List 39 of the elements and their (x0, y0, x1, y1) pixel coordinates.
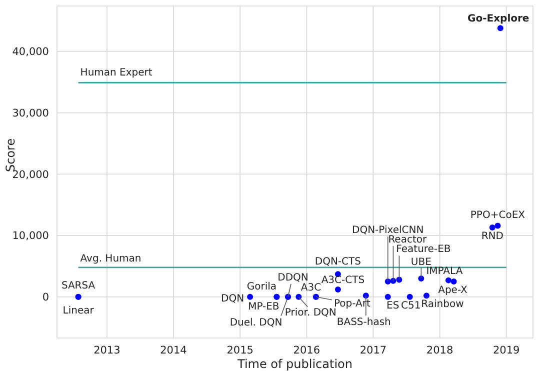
series-label: DQN (221, 293, 244, 304)
series-label: Linear (62, 305, 95, 316)
series-label: C51 (400, 300, 421, 312)
series-label: Prior. DQN (284, 307, 336, 318)
y-tick-label: 20,000 (12, 168, 49, 181)
x-tick-label: 2016 (293, 344, 320, 356)
text: Feature-EB (396, 244, 451, 256)
series-label: MP-EB (248, 301, 280, 312)
series-label: A3C-CTS (321, 275, 365, 286)
text: DQN-PixelCNN (352, 225, 424, 236)
x-tick-label: 2018 (426, 344, 454, 356)
series-label: Duel. DQN (230, 317, 282, 328)
series-label: DQN-CTS (314, 256, 361, 268)
y-tick-label: 30,000 (12, 108, 49, 120)
x-tick-label: 2017 (360, 344, 387, 356)
text: Reactor (388, 234, 428, 246)
series-label: Go-Explore (468, 14, 530, 25)
series-label: DDQN (278, 272, 308, 284)
series-label: Avg. Human (80, 253, 142, 264)
series-label: Gorila (246, 281, 277, 292)
x-tick-label: 2014 (160, 344, 188, 356)
series-label: IMPALA (426, 266, 463, 277)
y-tick-label: 40,000 (12, 46, 49, 58)
series-label: Human Expert (80, 68, 152, 79)
series-label: ES (386, 300, 400, 312)
series-label: UBE (410, 256, 432, 268)
series-label: SARSA (61, 280, 96, 292)
series-label: Ape-X (438, 285, 468, 296)
series-label: Rainbow (421, 299, 464, 310)
series-label: RND (481, 231, 504, 242)
x-tick-label: 2019 (493, 344, 520, 356)
x-tick-label: 2013 (94, 344, 120, 356)
x-tick-label: 2015 (226, 344, 254, 356)
series-label: A3C (300, 282, 322, 294)
y-tick-label: 10,000 (12, 230, 49, 242)
x-axis-title: Time of publication (236, 357, 353, 371)
series-label: PPO+CoEX (470, 210, 526, 222)
y-tick-label: 0 (42, 292, 49, 304)
text: BASS-hash (336, 317, 391, 328)
